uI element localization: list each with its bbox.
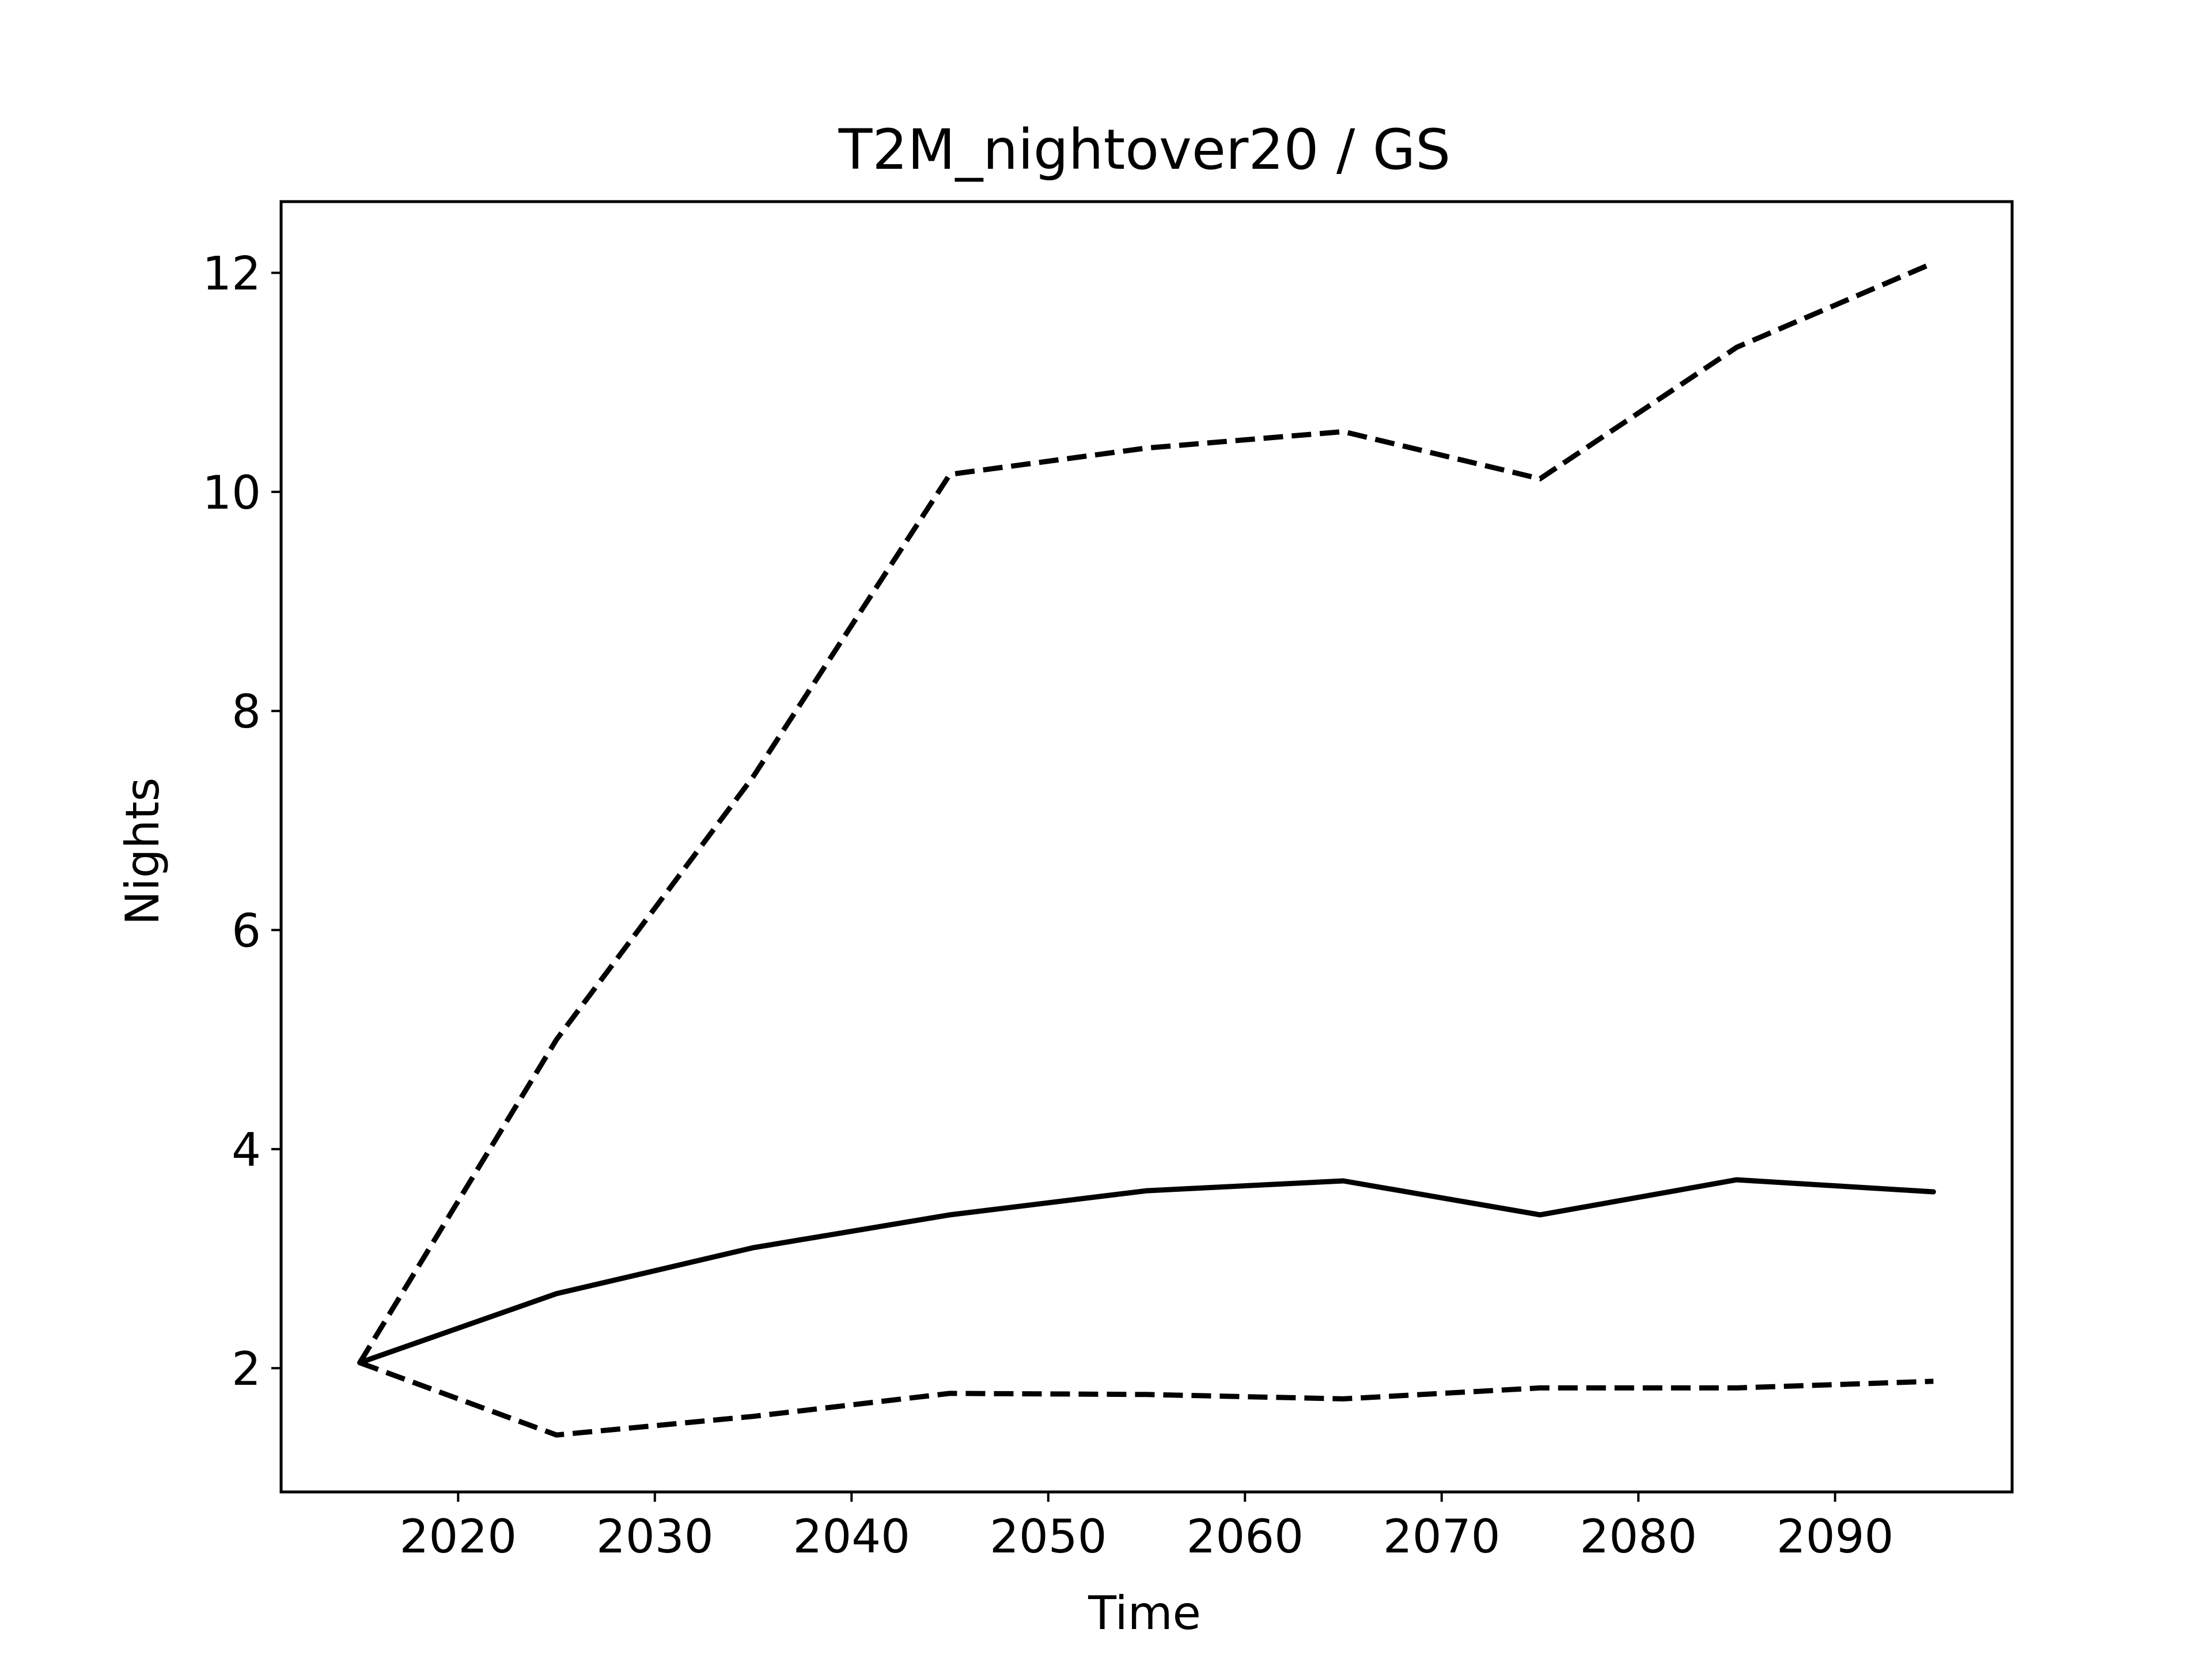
chart-title: T2M_nightover20 / GS [838,118,1450,182]
y-tick-label: 12 [202,247,261,301]
y-tick-label: 4 [232,1123,261,1177]
x-tick-label: 2060 [1186,1510,1304,1563]
dashed-series-line-1 [357,260,1935,1364]
x-tick-label: 2050 [990,1510,1107,1563]
x-tick-label: 2020 [400,1510,517,1563]
y-tick-label: 10 [202,466,261,520]
y-axis-label: Nights [116,778,169,926]
y-tick-label: 6 [232,904,261,958]
y-tick-label: 2 [232,1342,261,1396]
dashed-series-line-2 [359,1360,1934,1438]
solid-series-line [357,1177,1936,1366]
plot-area: 2020 2030 2040 2050 2060 2070 2080 2090 2 4 6 8 10 12 [202,200,2014,1563]
x-tick-label: 2080 [1580,1510,1697,1563]
x-tick-label: 2090 [1777,1510,1894,1563]
x-tick-label: 2040 [793,1510,910,1563]
x-tick-label: 2030 [596,1510,714,1563]
plot-frame [279,200,2014,1494]
y-tick-label: 8 [232,685,261,738]
x-tick-label: 2070 [1383,1510,1501,1563]
x-axis-label: Time [1088,1586,1201,1640]
